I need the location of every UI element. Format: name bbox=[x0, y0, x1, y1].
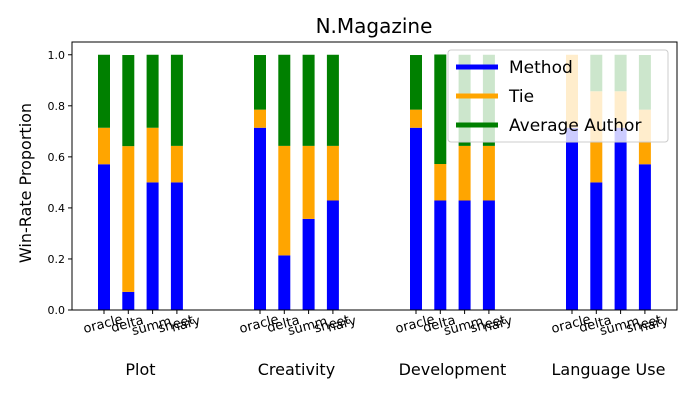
x-tick-label-nary: nary bbox=[326, 314, 358, 336]
bar-method bbox=[638, 164, 651, 310]
group-label: Plot bbox=[125, 360, 155, 379]
y-tick-label: 0.6 bbox=[48, 151, 66, 164]
bar-method bbox=[146, 182, 159, 310]
bar-tie bbox=[482, 145, 495, 201]
bar-average-author bbox=[302, 54, 315, 146]
x-tick-label-nary: nary bbox=[638, 314, 670, 336]
bar-tie bbox=[326, 145, 339, 201]
bar-method bbox=[434, 200, 447, 310]
legend-box bbox=[447, 49, 669, 143]
bar-tie bbox=[434, 164, 447, 201]
bar-average-author bbox=[122, 55, 135, 147]
bars-layer bbox=[98, 54, 651, 310]
legend: Method Tie Average Author bbox=[447, 49, 669, 143]
bar-method bbox=[98, 164, 110, 310]
plot-frame bbox=[71, 41, 678, 311]
group-label: Language Use bbox=[551, 360, 665, 379]
legend-label: Tie bbox=[508, 87, 534, 107]
bar-method bbox=[278, 255, 291, 310]
bar-method bbox=[614, 127, 627, 310]
bar-average-author bbox=[98, 54, 110, 128]
bar-method bbox=[326, 200, 339, 310]
bar-average-author bbox=[278, 54, 291, 146]
bar-average-author bbox=[410, 55, 422, 110]
bar-average-author bbox=[146, 54, 159, 128]
y-axis-label: Win-Rate Proportion bbox=[16, 103, 35, 263]
bar-average-author bbox=[170, 54, 183, 146]
bar-tie bbox=[458, 145, 471, 201]
bar-tie bbox=[170, 145, 183, 183]
group-label: Creativity bbox=[258, 360, 335, 379]
y-tick-label: 0.0 bbox=[48, 304, 66, 317]
bar-method bbox=[122, 291, 135, 310]
bar-tie bbox=[98, 127, 110, 165]
bar-tie bbox=[278, 145, 291, 256]
group-label: Development bbox=[399, 360, 507, 379]
chart-title: N.Magazine bbox=[316, 14, 433, 38]
y-tick-label: 0.4 bbox=[48, 202, 66, 215]
bar-method bbox=[254, 127, 266, 310]
bar-method bbox=[590, 182, 603, 310]
bar-tie bbox=[254, 109, 266, 128]
y-tick-label: 0.2 bbox=[48, 253, 66, 266]
y-tick-label: 0.8 bbox=[48, 100, 66, 113]
bar-tie bbox=[410, 109, 422, 128]
y-tick-label: 1.0 bbox=[48, 49, 66, 62]
bar-method bbox=[410, 127, 422, 310]
bar-method bbox=[170, 182, 183, 310]
legend-label: Method bbox=[509, 58, 573, 78]
bar-average-author bbox=[254, 55, 266, 110]
bar-method bbox=[302, 218, 315, 310]
bar-average-author bbox=[326, 54, 339, 146]
bar-method bbox=[482, 200, 495, 310]
bar-tie bbox=[122, 146, 135, 292]
bar-method bbox=[458, 200, 471, 310]
x-tick-label-nary: nary bbox=[170, 314, 202, 336]
bar-tie bbox=[302, 145, 315, 219]
bar-tie bbox=[146, 127, 159, 183]
legend-label: Average Author bbox=[509, 116, 641, 136]
x-tick-label-nary: nary bbox=[482, 314, 514, 336]
bar-average-author bbox=[434, 54, 447, 165]
bar-method bbox=[566, 127, 578, 310]
